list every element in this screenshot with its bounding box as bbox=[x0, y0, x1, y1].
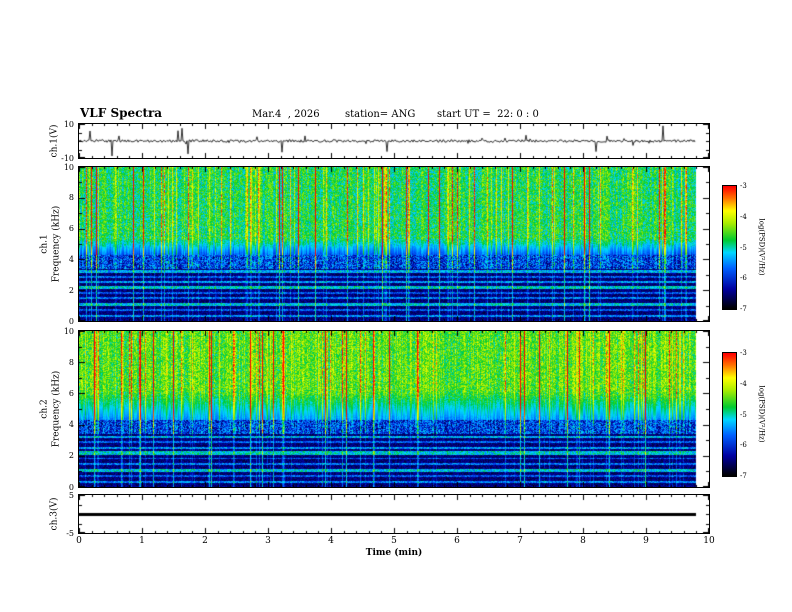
figure-title: VLF Spectra bbox=[80, 106, 163, 120]
ch3-waveform-panel bbox=[78, 494, 710, 534]
ch2-spectrogram-canvas bbox=[79, 331, 709, 487]
ch3-waveform-canvas bbox=[79, 495, 709, 533]
y-tick-label: -10 bbox=[61, 153, 74, 163]
ch2-colorbar-canvas bbox=[723, 353, 736, 476]
figure-station: station= ANG bbox=[345, 109, 416, 120]
x-tick-label: 5 bbox=[391, 536, 397, 546]
colorbar-tick-label: -4 bbox=[740, 379, 747, 388]
ch3-voltage-axis-label: ch.3(V) bbox=[49, 497, 60, 531]
ch1-colorbar bbox=[722, 185, 737, 310]
y-tick-label: 0 bbox=[68, 316, 74, 326]
colorbar-tick-label: -3 bbox=[740, 182, 747, 190]
colorbar-tick-label: -7 bbox=[740, 305, 747, 313]
colorbar-tick-label: -5 bbox=[740, 243, 747, 252]
x-tick-label: 3 bbox=[265, 536, 271, 546]
ch1-spectrogram-canvas bbox=[79, 167, 709, 321]
y-tick-label: 5 bbox=[68, 490, 74, 500]
ch1-spectrogram-channel-label: ch.1 bbox=[39, 234, 50, 254]
y-tick-label: 6 bbox=[68, 388, 74, 398]
y-tick-label: 2 bbox=[68, 451, 74, 461]
y-tick-label: 0 bbox=[68, 482, 74, 492]
figure-start-ut: start UT = 22: 0 : 0 bbox=[437, 109, 539, 120]
x-tick-label: 4 bbox=[328, 536, 334, 546]
ch2-spectrogram-channel-label: ch.2 bbox=[39, 399, 50, 419]
colorbar-tick-label: -7 bbox=[740, 472, 747, 480]
y-tick-label: 2 bbox=[68, 285, 74, 295]
y-tick-label: 4 bbox=[68, 420, 74, 430]
time-axis-label: Time (min) bbox=[365, 548, 423, 558]
ch1-waveform-panel bbox=[78, 123, 710, 159]
colorbar-tick-label: -5 bbox=[740, 410, 747, 419]
y-tick-label: 10 bbox=[63, 119, 74, 129]
ch2-spectrogram-panel bbox=[78, 330, 710, 488]
colorbar-tick-label: -6 bbox=[740, 441, 747, 450]
colorbar-tick-label: -6 bbox=[740, 274, 747, 283]
ch2-spectrogram-frequency-axis-label: Frequency (kHz) bbox=[51, 370, 62, 448]
ch2-colorbar-label: log(PSD)(V²/Hz) bbox=[757, 385, 766, 443]
ch1-spectrogram-panel bbox=[78, 166, 710, 322]
x-tick-label: 7 bbox=[517, 536, 523, 546]
x-tick-label: 2 bbox=[202, 536, 208, 546]
y-tick-label: 10 bbox=[63, 162, 74, 172]
ch1-waveform-canvas bbox=[79, 124, 709, 158]
x-tick-label: 0 bbox=[76, 536, 82, 546]
x-tick-label: 10 bbox=[703, 536, 715, 546]
x-tick-label: 9 bbox=[643, 536, 649, 546]
colorbar-tick-label: -4 bbox=[740, 212, 747, 221]
figure-date: Mar.4 , 2026 bbox=[252, 109, 320, 120]
y-tick-label: 8 bbox=[68, 357, 74, 367]
y-tick-label: -5 bbox=[66, 528, 74, 538]
ch1-colorbar-canvas bbox=[723, 186, 736, 309]
x-tick-label: 6 bbox=[454, 536, 460, 546]
y-tick-label: 4 bbox=[68, 254, 74, 264]
ch1-colorbar-label: log(PSD)(V²/Hz) bbox=[757, 218, 766, 276]
y-tick-label: 6 bbox=[68, 224, 74, 234]
y-tick-label: 8 bbox=[68, 193, 74, 203]
ch1-spectrogram-frequency-axis-label: Frequency (kHz) bbox=[51, 205, 62, 283]
y-tick-label: 10 bbox=[63, 326, 74, 336]
ch2-colorbar bbox=[722, 352, 737, 477]
x-tick-label: 8 bbox=[580, 536, 586, 546]
x-tick-label: 1 bbox=[139, 536, 145, 546]
colorbar-tick-label: -3 bbox=[740, 349, 747, 357]
